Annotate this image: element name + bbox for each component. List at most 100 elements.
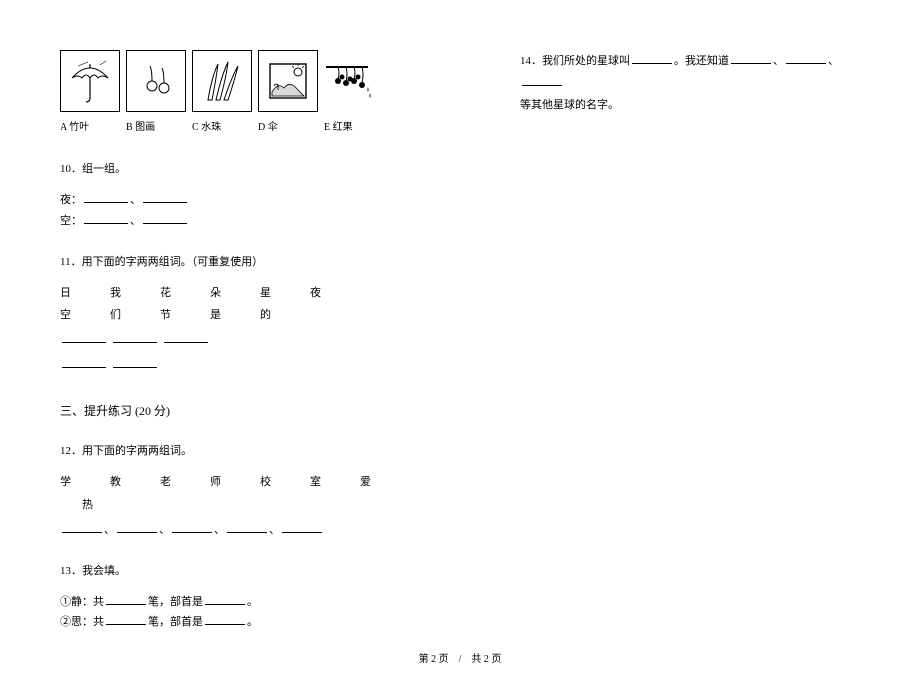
ch: 师 (210, 472, 260, 493)
t: 、 (773, 55, 784, 67)
blank (172, 521, 212, 533)
t: ②思：共 (60, 616, 104, 628)
q12-title: 12．用下面的字两两组词。 (60, 441, 480, 462)
blank (786, 52, 826, 64)
leaves-icon (198, 56, 246, 106)
ch: 星 (260, 283, 310, 304)
question-12: 12．用下面的字两两组词。 学教老师校室爱 热 、 、 、 、 (60, 441, 480, 541)
sep: 、 (130, 215, 141, 227)
page-container: A 竹叶 B 图画 C 水珠 D 伞 E 红果 10．组一组。 夜：、 空：、 … (0, 0, 920, 683)
t: 等其他星球的名字。 (520, 99, 619, 111)
sep: 、 (269, 524, 280, 536)
image-berries (324, 50, 384, 112)
q13-title: 13．我会填。 (60, 561, 480, 582)
label-c-text: C 水珠 (192, 122, 221, 133)
blank (84, 212, 128, 224)
q11-row2: 空们节是的 (60, 305, 480, 326)
question-13: 13．我会填。 ①静：共笔，部首是。 ②思：共笔，部首是。 (60, 561, 480, 634)
umbrella-icon (66, 56, 114, 106)
ch: 爱 (360, 472, 410, 493)
blank (62, 521, 102, 533)
ch: 老 (160, 472, 210, 493)
ch: 花 (160, 283, 210, 304)
q12-row1: 学教老师校室爱 (60, 472, 480, 493)
q12-row2: 热 (60, 495, 480, 516)
berries-icon (324, 53, 384, 109)
ch: 节 (160, 305, 210, 326)
ch: 学 (60, 472, 110, 493)
label-b: B 图画 (126, 118, 186, 133)
blank (106, 593, 146, 605)
ch: 朵 (210, 283, 260, 304)
blank (106, 613, 146, 625)
blank (205, 593, 245, 605)
q10-title: 10．组一组。 (60, 159, 480, 180)
image-labels-row: A 竹叶 B 图画 C 水珠 D 伞 E 红果 (60, 118, 480, 133)
q13-line2: ②思：共 笔，部首是 。 (60, 612, 480, 633)
ch: 校 (260, 472, 310, 493)
ch: 空 (60, 305, 110, 326)
label-d-text: D 伞 (258, 122, 278, 133)
ch: 室 (310, 472, 360, 493)
t: 。我还知道 (674, 55, 729, 67)
sep: 、 (159, 524, 170, 536)
image-drops (126, 50, 186, 112)
left-column: A 竹叶 B 图画 C 水珠 D 伞 E 红果 10．组一组。 夜：、 空：、 … (60, 50, 480, 653)
blank (143, 212, 187, 224)
q11-title: 11．用下面的字两两组词。（可重复使用） (60, 252, 480, 273)
ch: 教 (110, 472, 160, 493)
t: 笔，部首是 (148, 616, 203, 628)
blank (164, 331, 208, 343)
ch: 日 (60, 283, 110, 304)
label-a-text: A 竹叶 (60, 122, 89, 133)
sep: 、 (104, 524, 115, 536)
blank (62, 356, 106, 368)
blank (522, 74, 562, 86)
ch: 是 (210, 305, 260, 326)
t: 笔，部首是 (148, 596, 203, 608)
q11-row1: 日我花朵星夜 (60, 283, 480, 304)
t: 14．我们所处的星球叫 (520, 55, 630, 67)
section-3-title: 三、提升练习 (20 分) (60, 402, 480, 419)
label-e-text: E 红果 (324, 122, 353, 133)
q10-l2-prefix: 空： (60, 215, 82, 227)
ch: 们 (110, 305, 160, 326)
blank (282, 521, 322, 533)
blank (84, 191, 128, 203)
image-umbrella (60, 50, 120, 112)
blank (143, 191, 187, 203)
sep: 、 (214, 524, 225, 536)
blank (227, 521, 267, 533)
q10-line1: 夜：、 (60, 190, 480, 211)
q10-line2: 空： 、 (60, 211, 480, 232)
question-11: 11．用下面的字两两组词。（可重复使用） 日我花朵星夜 空们节是的 (60, 252, 480, 376)
label-e: E 红果 (324, 118, 384, 133)
q13-line1: ①静：共 笔，部首是 。 (60, 592, 480, 613)
image-painting (258, 50, 318, 112)
q12-blanks: 、 、 、 、 (60, 520, 480, 541)
question-14: 14．我们所处的星球叫 。我还知道 、 、等其他星球的名字。 (520, 50, 860, 116)
blank (62, 331, 106, 343)
painting-icon (264, 56, 312, 106)
blank (113, 356, 157, 368)
t: 。 (247, 616, 258, 628)
t: 。 (247, 596, 258, 608)
blank (731, 52, 771, 64)
t: 、 (828, 55, 839, 67)
t: ①静：共 (60, 596, 104, 608)
right-column: 14．我们所处的星球叫 。我还知道 、 、等其他星球的名字。 (520, 50, 860, 653)
ch: 我 (110, 283, 160, 304)
q11-blanks1 (60, 330, 480, 351)
image-leaves (192, 50, 252, 112)
label-a: A 竹叶 (60, 118, 120, 133)
question-10: 10．组一组。 夜：、 空： 、 (60, 159, 480, 232)
blank (113, 331, 157, 343)
label-c: C 水珠 (192, 118, 252, 133)
page-footer: 第 2 页 / 共 2 页 (0, 650, 920, 665)
blank (632, 52, 672, 64)
image-choices-row (60, 50, 480, 112)
ch: 的 (260, 305, 310, 326)
q10-l1-prefix: 夜： (60, 194, 82, 206)
blank (117, 521, 157, 533)
label-d: D 伞 (258, 118, 318, 133)
